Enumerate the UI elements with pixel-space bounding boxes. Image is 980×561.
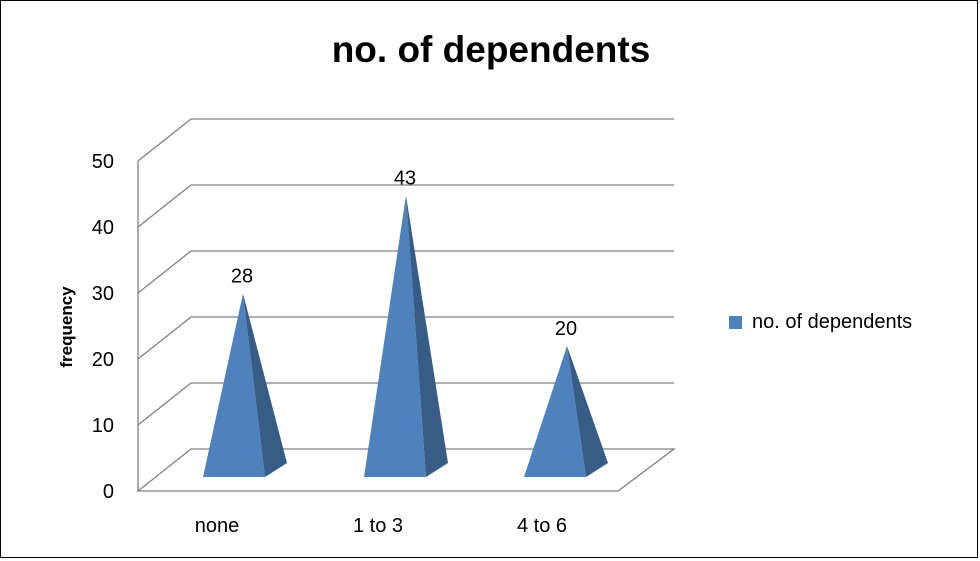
bar-side-face — [243, 293, 287, 477]
legend-swatch — [729, 316, 742, 329]
y-tick-label: 20 — [92, 349, 114, 371]
y-tick-label: 30 — [92, 283, 114, 305]
y-tick-label: 50 — [92, 151, 114, 173]
x-tick-label: 1 to 3 — [353, 515, 403, 537]
side-gridline — [137, 184, 192, 228]
bar-front-face — [364, 195, 426, 477]
data-label: 28 — [231, 266, 253, 288]
y-tick-label: 40 — [92, 217, 114, 239]
side-gridline — [137, 118, 192, 162]
x-tick-label: none — [195, 515, 240, 537]
y-tick-label: 10 — [92, 415, 114, 437]
side-gridline — [137, 382, 192, 426]
bar-side-face — [567, 346, 608, 477]
bar-front-face — [524, 346, 586, 477]
bar-side-face — [406, 195, 448, 477]
data-label: 43 — [394, 167, 416, 189]
bar-front-face — [203, 293, 265, 477]
legend-label: no. of dependents — [752, 311, 913, 333]
y-axis-title: frequency — [57, 286, 76, 368]
side-gridline — [137, 316, 192, 360]
floor — [136, 448, 676, 492]
legend: no. of dependents — [729, 311, 912, 334]
x-tick-label: 4 to 6 — [517, 515, 567, 537]
y-tick-label: 0 — [103, 481, 114, 503]
chart-title: no. of dependents — [331, 29, 651, 70]
side-gridline — [137, 250, 192, 294]
data-label: 20 — [555, 318, 577, 340]
